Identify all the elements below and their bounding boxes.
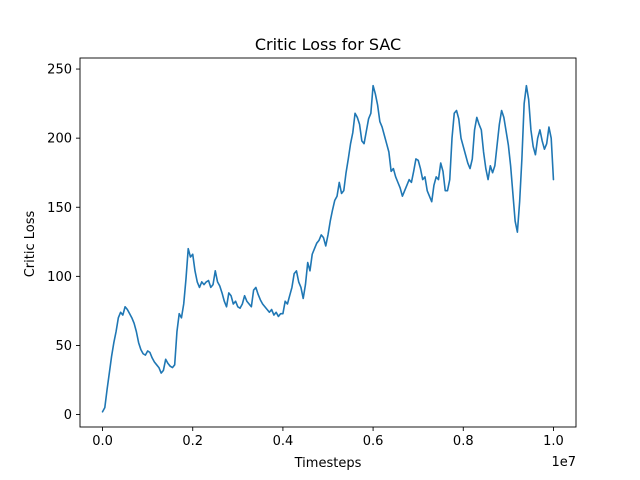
- axes: 0.0 0.2 0.4 0.6 0.8 1.0 0 50 100 150 200 250: [47, 57, 577, 449]
- y-axis-label: Critic Loss: [23, 211, 38, 278]
- x-tick-label: 1.0: [543, 434, 564, 449]
- plot-frame: [79, 57, 577, 428]
- y-tick-label: 150: [47, 201, 72, 216]
- x-tick-label: 0.2: [182, 434, 203, 449]
- x-axis-offset-label: 1e7: [551, 455, 576, 470]
- y-tick-label: 100: [47, 270, 72, 285]
- y-tick-label: 0: [64, 408, 72, 423]
- x-tick-label: 0.4: [273, 434, 294, 449]
- x-tick-label: 0.8: [453, 434, 474, 449]
- y-tick-label: 200: [47, 132, 72, 147]
- x-tick-label: 0.6: [363, 434, 384, 449]
- x-axis-label: Timesteps: [294, 456, 362, 471]
- y-tick-label: 250: [47, 63, 72, 78]
- x-tick-label: 0.0: [92, 434, 113, 449]
- series-line-0: [101, 84, 555, 413]
- chart-title: Critic Loss for SAC: [255, 35, 401, 54]
- y-tick-label: 50: [55, 339, 72, 354]
